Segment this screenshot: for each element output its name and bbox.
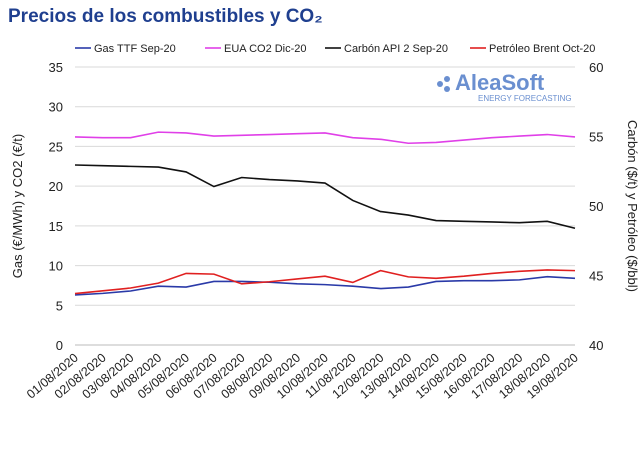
logo-icon: [437, 81, 443, 87]
y-tick-label: 0: [56, 338, 63, 353]
line: [74, 275, 576, 296]
logo: AleaSoft: [455, 70, 545, 95]
y-tick-label: 25: [49, 139, 63, 154]
line: [74, 164, 576, 230]
legend-label: Carbón API 2 Sep-20: [344, 43, 448, 55]
y2-tick-label: 60: [589, 60, 603, 75]
y2-axis-label: Carbón ($/t) y Petróleo ($/bbl): [625, 120, 640, 292]
logo-icon: [444, 86, 450, 92]
y-tick-label: 5: [56, 298, 63, 313]
logo-subtitle: ENERGY FORECASTING: [478, 94, 572, 103]
line: [74, 269, 576, 295]
y2-tick-label: 45: [589, 269, 603, 284]
legend-label: Gas TTF Sep-20: [94, 43, 176, 55]
y2-tick-label: 50: [589, 199, 603, 214]
logo-icon: [444, 76, 450, 82]
chart-title: Precios de los combustibles y CO₂: [8, 6, 323, 27]
y-tick-label: 15: [49, 219, 63, 234]
legend-label: Petróleo Brent Oct-20: [489, 43, 595, 55]
legend-label: EUA CO2 Dic-20: [224, 43, 307, 55]
y-tick-label: 35: [49, 60, 63, 75]
y2-tick-label: 40: [589, 338, 603, 353]
y-tick-label: 10: [49, 259, 63, 274]
line: [74, 131, 576, 145]
y-axis-label: Gas (€/MWh) y CO2 (€/t): [10, 134, 25, 278]
y-tick-label: 30: [49, 100, 63, 115]
y2-tick-label: 55: [589, 130, 603, 145]
y-tick-label: 20: [49, 179, 63, 194]
